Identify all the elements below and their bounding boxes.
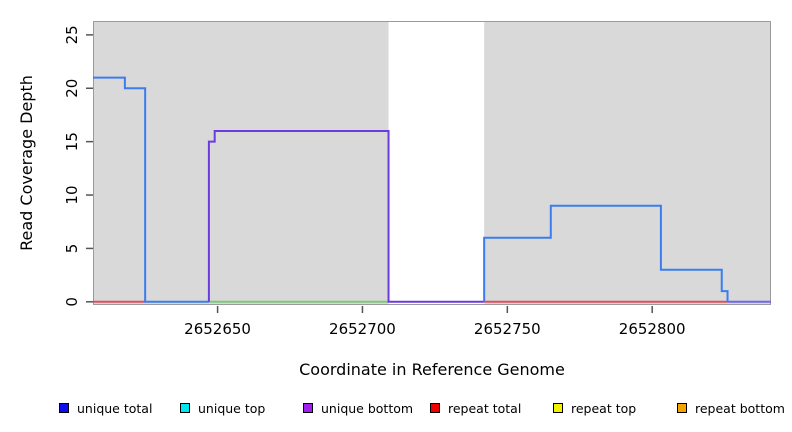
x-tick-label: 2652750 (474, 320, 541, 338)
legend-swatch-icon (180, 403, 190, 413)
x-axis-title: Coordinate in Reference Genome (299, 360, 565, 379)
coverage-line-unique-coverage-right (483, 204, 729, 302)
legend-item-repeat-total: repeat total (430, 398, 521, 418)
legend-item-repeat-bottom: repeat bottom (677, 398, 785, 418)
y-tick-label: 5 (63, 244, 81, 254)
legend-label: unique total (77, 400, 153, 416)
legend-swatch-icon (677, 403, 687, 413)
legend-label: unique bottom (321, 400, 414, 416)
legend-item-unique-top: unique top (180, 398, 265, 418)
legend-item-unique-bottom: unique bottom (303, 398, 413, 418)
legend-swatch-icon (59, 403, 69, 413)
y-tick-label: 15 (63, 132, 81, 151)
coverage-chart-svg: 0 5 10 15 20 25 2652650 2652700 2652750 2652800 (63, 21, 771, 338)
legend-item-unique-total: unique total (59, 398, 152, 418)
coverage-line-unique-bottom-coverage (207, 129, 485, 303)
plot-panel-border (93, 21, 771, 305)
y-tick-label: 25 (63, 25, 81, 44)
legend-label: unique top (198, 400, 266, 416)
legend-label: repeat bottom (695, 400, 785, 416)
y-tick-label: 10 (63, 185, 81, 204)
x-tick-label: 2652800 (619, 320, 686, 338)
x-tick-label: 2652700 (329, 320, 396, 338)
coverage-plot: 0 5 10 15 20 25 2652650 2652700 2652750 2652800 R… (17, 21, 771, 379)
y-tick-label: 0 (63, 297, 81, 307)
legend-label: repeat total (448, 400, 522, 416)
x-tick-label: 2652650 (184, 320, 251, 338)
legend-swatch-icon (553, 403, 563, 413)
legend-item-repeat-top: repeat top (553, 398, 636, 418)
coverage-line-unique-coverage-left (93, 76, 209, 303)
y-tick-label: 20 (63, 79, 81, 98)
legend-swatch-icon (303, 403, 313, 413)
legend-label: repeat top (571, 400, 637, 416)
y-axis-title: Read Coverage Depth (17, 75, 36, 251)
legend-swatch-icon (430, 403, 440, 413)
no-data-gap-region (388, 22, 485, 305)
legend: unique total unique top unique bottom repea… (0, 398, 792, 422)
